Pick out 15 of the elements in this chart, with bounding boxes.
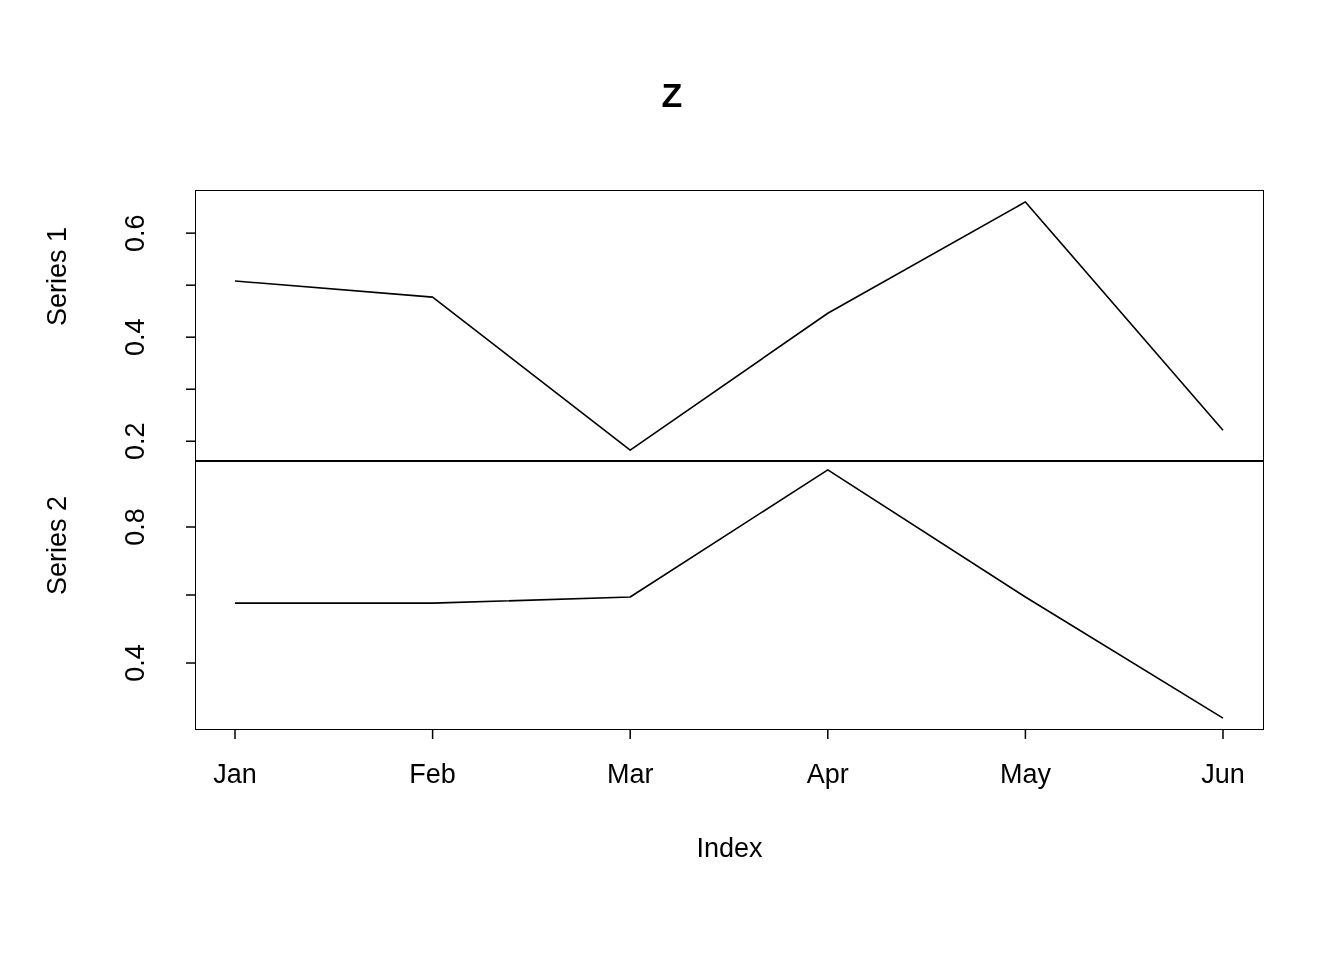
x-tick-label: May bbox=[999, 759, 1052, 789]
y-tick-label: 0.8 bbox=[120, 508, 150, 546]
x-axis-title: Index bbox=[696, 833, 764, 863]
x-tick-label: Mar bbox=[606, 759, 654, 789]
y-tick-label: 0.4 bbox=[120, 318, 150, 356]
y-tick-label: 0.6 bbox=[120, 214, 150, 252]
x-tick-label: Apr bbox=[806, 759, 849, 789]
chart-title: Z bbox=[660, 76, 684, 115]
y-axis-title: Series 1 bbox=[41, 226, 72, 326]
x-tick-label: Jan bbox=[213, 759, 257, 789]
x-tick-label: Jun bbox=[1201, 759, 1245, 789]
y-tick-label: 0.2 bbox=[120, 422, 150, 460]
y-tick-label: 0.4 bbox=[120, 644, 150, 682]
y-axis-title: Series 2 bbox=[41, 495, 72, 595]
x-tick-label: Feb bbox=[409, 759, 456, 789]
